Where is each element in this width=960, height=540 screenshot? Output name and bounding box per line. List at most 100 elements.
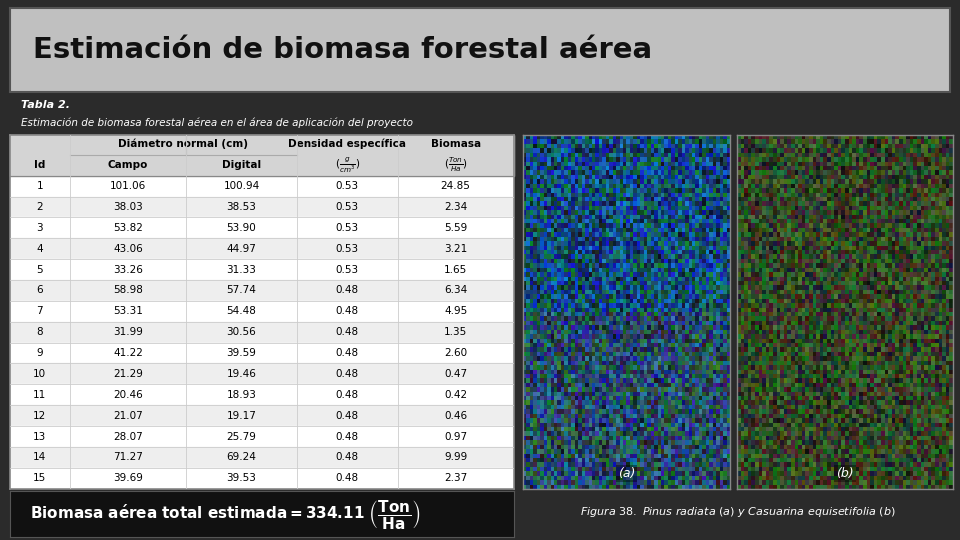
Text: (a): (a) <box>617 467 636 480</box>
Text: 54.48: 54.48 <box>227 306 256 316</box>
Text: 30.56: 30.56 <box>227 327 256 337</box>
Text: 18.93: 18.93 <box>227 390 256 400</box>
Text: 0.48: 0.48 <box>336 306 359 316</box>
Text: 6: 6 <box>36 286 43 295</box>
Text: 41.22: 41.22 <box>113 348 143 358</box>
Text: Estimación de biomasa forestal aérea: Estimación de biomasa forestal aérea <box>33 36 652 64</box>
Text: 0.48: 0.48 <box>336 410 359 421</box>
Text: 53.90: 53.90 <box>227 223 256 233</box>
Text: 38.53: 38.53 <box>227 202 256 212</box>
Text: 2: 2 <box>36 202 43 212</box>
Text: Diámetro normal (cm): Diámetro normal (cm) <box>118 139 249 149</box>
Bar <box>10 280 514 301</box>
Text: Campo: Campo <box>108 160 148 170</box>
Text: 3.21: 3.21 <box>444 244 468 254</box>
Bar <box>10 259 514 280</box>
Text: 19.17: 19.17 <box>227 410 256 421</box>
Text: 0.48: 0.48 <box>336 453 359 462</box>
Text: Densidad específica: Densidad específica <box>288 139 406 149</box>
Text: 1: 1 <box>36 181 43 191</box>
Text: 44.97: 44.97 <box>227 244 256 254</box>
Text: 0.48: 0.48 <box>336 348 359 358</box>
Text: 0.46: 0.46 <box>444 410 468 421</box>
Text: 39.53: 39.53 <box>227 473 256 483</box>
Text: 4: 4 <box>36 244 43 254</box>
Text: Tabla 2.: Tabla 2. <box>21 100 70 110</box>
Text: 0.48: 0.48 <box>336 473 359 483</box>
Text: 5.59: 5.59 <box>444 223 468 233</box>
Text: 0.48: 0.48 <box>336 327 359 337</box>
Text: 25.79: 25.79 <box>227 431 256 442</box>
Text: 1.65: 1.65 <box>444 265 468 274</box>
Text: 100.94: 100.94 <box>224 181 259 191</box>
Text: 53.82: 53.82 <box>113 223 143 233</box>
Text: 58.98: 58.98 <box>113 286 143 295</box>
Text: 2.34: 2.34 <box>444 202 468 212</box>
Text: 71.27: 71.27 <box>113 453 143 462</box>
Text: 4.95: 4.95 <box>444 306 468 316</box>
Text: 10: 10 <box>34 369 46 379</box>
Text: 8: 8 <box>36 327 43 337</box>
Text: $\mathbf{Biomasa\ a\acute{e}rea\ total\ estimada = 334.11\ }\mathbf{\left(\dfrac: $\mathbf{Biomasa\ a\acute{e}rea\ total\ … <box>30 498 420 531</box>
Bar <box>10 426 514 447</box>
Bar <box>10 384 514 405</box>
Text: Estimación de biomasa forestal aérea en el área de aplicación del proyecto: Estimación de biomasa forestal aérea en … <box>21 118 413 129</box>
Bar <box>10 218 514 238</box>
Text: (b): (b) <box>836 467 854 480</box>
Text: 19.46: 19.46 <box>227 369 256 379</box>
Text: 0.47: 0.47 <box>444 369 468 379</box>
Text: 0.53: 0.53 <box>336 202 359 212</box>
Text: 0.53: 0.53 <box>336 244 359 254</box>
Text: 0.42: 0.42 <box>444 390 468 400</box>
Text: 0.48: 0.48 <box>336 390 359 400</box>
Bar <box>10 238 514 259</box>
Bar <box>10 322 514 342</box>
Text: 0.53: 0.53 <box>336 181 359 191</box>
Text: 2.37: 2.37 <box>444 473 468 483</box>
Text: 13: 13 <box>34 431 46 442</box>
Text: 31.99: 31.99 <box>113 327 143 337</box>
Text: $\it{Figura\ 38.\ Pinus\ radiata\ (a)\ y\ Casuarina\ equisetifolia\ (b)}$: $\it{Figura\ 38.\ Pinus\ radiata\ (a)\ y… <box>581 505 896 519</box>
Text: 43.06: 43.06 <box>113 244 143 254</box>
Text: 33.26: 33.26 <box>113 265 143 274</box>
Text: Id: Id <box>35 160 45 170</box>
Text: 101.06: 101.06 <box>109 181 146 191</box>
Text: $(\frac{Ton}{Ha})$: $(\frac{Ton}{Ha})$ <box>444 156 468 174</box>
Text: 0.48: 0.48 <box>336 431 359 442</box>
Bar <box>10 363 514 384</box>
Text: 0.48: 0.48 <box>336 286 359 295</box>
Text: 6.34: 6.34 <box>444 286 468 295</box>
Text: 1.35: 1.35 <box>444 327 468 337</box>
Text: 0.53: 0.53 <box>336 265 359 274</box>
Text: 21.07: 21.07 <box>113 410 143 421</box>
Text: 28.07: 28.07 <box>113 431 143 442</box>
Text: 5: 5 <box>36 265 43 274</box>
Text: 0.48: 0.48 <box>336 369 359 379</box>
Text: 15: 15 <box>34 473 46 483</box>
Bar <box>10 135 514 176</box>
Text: 0.53: 0.53 <box>336 223 359 233</box>
Text: 2.60: 2.60 <box>444 348 468 358</box>
Text: 53.31: 53.31 <box>113 306 143 316</box>
Bar <box>10 447 514 468</box>
Text: 9.99: 9.99 <box>444 453 468 462</box>
Text: 3: 3 <box>36 223 43 233</box>
Text: 9: 9 <box>36 348 43 358</box>
Text: $(\frac{g}{cm^3})$: $(\frac{g}{cm^3})$ <box>335 155 360 174</box>
Text: 21.29: 21.29 <box>113 369 143 379</box>
Text: Digital: Digital <box>222 160 261 170</box>
Bar <box>10 405 514 426</box>
Text: 11: 11 <box>34 390 46 400</box>
Text: 38.03: 38.03 <box>113 202 143 212</box>
Bar <box>10 301 514 322</box>
Bar <box>10 468 514 489</box>
Text: 0.97: 0.97 <box>444 431 468 442</box>
Text: 20.46: 20.46 <box>113 390 143 400</box>
Text: 24.85: 24.85 <box>441 181 470 191</box>
Text: 12: 12 <box>34 410 46 421</box>
Text: 39.59: 39.59 <box>227 348 256 358</box>
Text: Biomasa: Biomasa <box>431 139 481 149</box>
Text: 31.33: 31.33 <box>227 265 256 274</box>
Bar <box>10 197 514 218</box>
Text: 39.69: 39.69 <box>113 473 143 483</box>
